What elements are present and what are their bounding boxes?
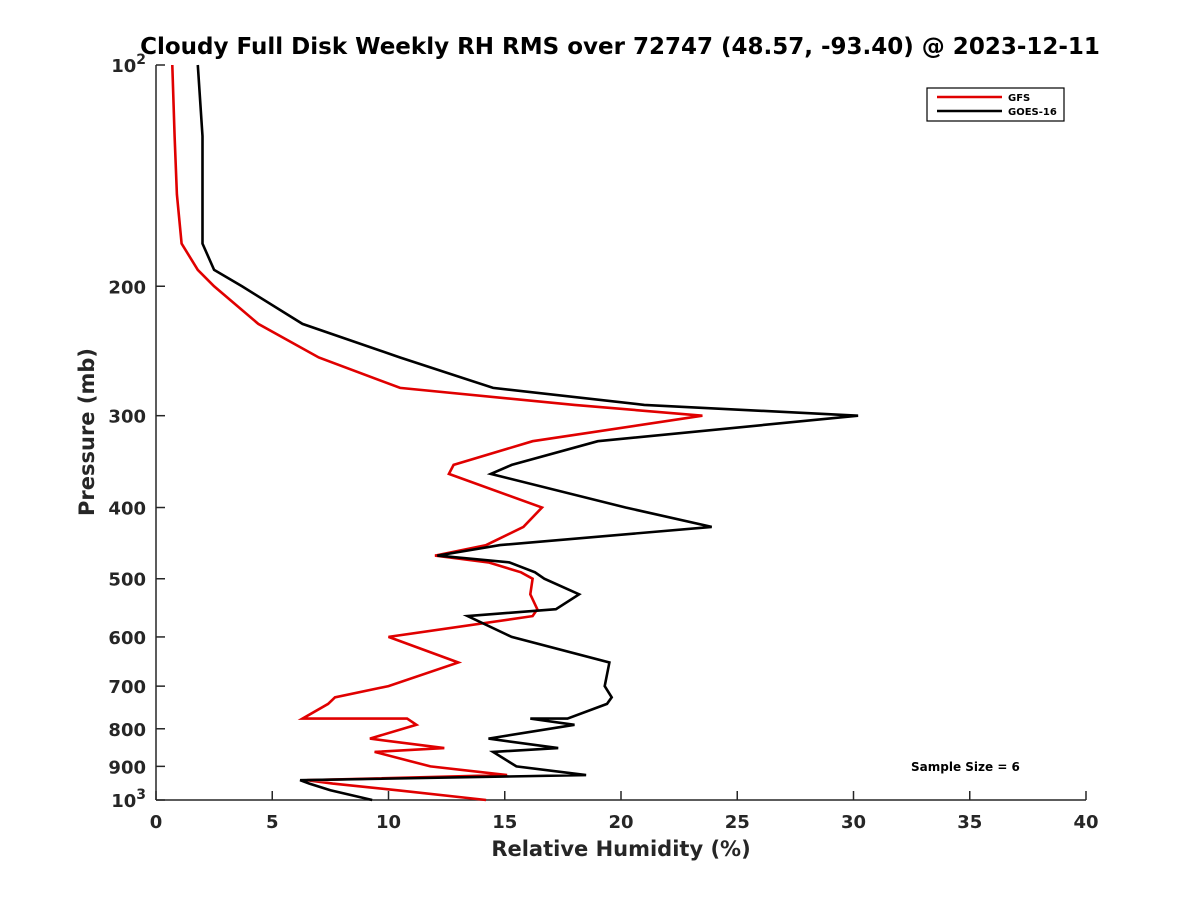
x-axis-label: Relative Humidity (%) [491, 837, 750, 861]
series-line-gfs [171, 64, 703, 802]
y-tick-label: 800 [108, 720, 146, 741]
x-tick-label: 5 [266, 812, 279, 833]
x-ticks: 0 5 10 15 20 25 30 35 40 [150, 791, 1099, 833]
legend: GFS GOES-16 [926, 87, 1065, 122]
x-tick-label: 35 [957, 812, 982, 833]
y-tick-label: 102 [111, 52, 146, 77]
x-tick-label: 0 [150, 812, 163, 833]
legend-box [926, 87, 1065, 122]
y-tick-label: 200 [108, 277, 146, 298]
y-tick-label: 400 [108, 499, 146, 520]
x-tick-label: 40 [1073, 812, 1098, 833]
x-tick-label: 30 [841, 812, 866, 833]
series-lines [171, 64, 859, 802]
y-ticks: 102 200 300 400 500 600 700 800 900 103 [108, 52, 165, 812]
series-line-goes-16 [196, 64, 859, 802]
x-tick-label: 10 [376, 812, 401, 833]
legend-label-gfs: GFS [1008, 93, 1030, 104]
y-tick-label: 600 [108, 628, 146, 649]
legend-label-goes-16: GOES-16 [1008, 107, 1057, 118]
x-tick-label: 25 [725, 812, 750, 833]
x-tick-label: 15 [492, 812, 517, 833]
y-tick-label: 900 [108, 757, 146, 778]
y-tick-label: 103 [111, 787, 146, 812]
y-tick-label: 300 [108, 407, 146, 428]
y-tick-label: 700 [108, 677, 146, 698]
y-tick-label: 500 [108, 570, 146, 591]
x-tick-label: 20 [608, 812, 633, 833]
y-axis-label: Pressure (mb) [75, 348, 99, 516]
sample-size-annotation: Sample Size = 6 [911, 760, 1020, 774]
chart-title: Cloudy Full Disk Weekly RH RMS over 7274… [140, 34, 1100, 60]
